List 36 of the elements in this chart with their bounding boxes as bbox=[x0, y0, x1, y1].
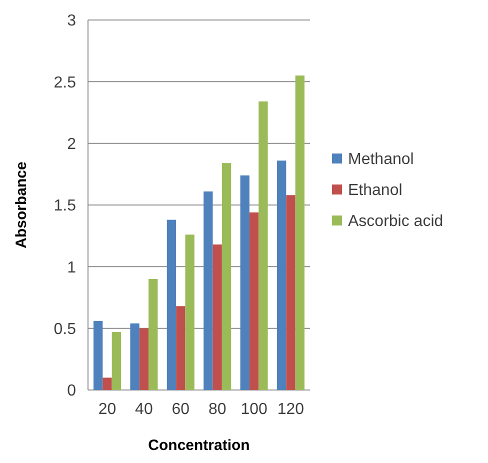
x-tick-label: 40 bbox=[135, 401, 153, 418]
y-tick-label: 1 bbox=[67, 259, 76, 276]
y-tick-label: 2.5 bbox=[54, 74, 76, 92]
bar bbox=[222, 163, 232, 390]
bar bbox=[130, 323, 140, 390]
bar bbox=[276, 160, 286, 390]
y-tick-label: 0.5 bbox=[54, 320, 76, 338]
bar bbox=[249, 212, 259, 390]
x-tick-label: 120 bbox=[277, 401, 304, 418]
x-tick-label: 20 bbox=[98, 401, 116, 418]
bar bbox=[166, 220, 176, 390]
bar bbox=[176, 306, 186, 390]
x-tick-label: 80 bbox=[208, 401, 226, 418]
bar bbox=[139, 328, 149, 390]
x-tick-label: 60 bbox=[172, 401, 190, 418]
y-tick-label: 1.5 bbox=[54, 198, 76, 215]
bar bbox=[258, 101, 268, 390]
bar bbox=[112, 332, 122, 390]
bar bbox=[148, 279, 158, 390]
bar bbox=[204, 191, 213, 390]
bar bbox=[286, 195, 296, 390]
legend-label: Ascorbic acid bbox=[348, 213, 444, 230]
bar bbox=[185, 234, 194, 390]
legend-label: Methanol bbox=[348, 151, 414, 168]
bar bbox=[212, 244, 222, 390]
y-tick-label: 0 bbox=[67, 382, 76, 400]
y-tick-label: 3 bbox=[67, 12, 76, 30]
y-tick-label: 2 bbox=[67, 136, 76, 153]
bar bbox=[295, 76, 304, 390]
legend-label: Ethanol bbox=[348, 182, 402, 200]
bar bbox=[102, 378, 112, 390]
bar bbox=[240, 175, 250, 390]
bar bbox=[94, 320, 103, 390]
x-tick-label: 100 bbox=[240, 401, 268, 418]
x-axis-title: Concentration bbox=[148, 437, 250, 454]
y-axis-title: Absorbance bbox=[13, 162, 30, 248]
